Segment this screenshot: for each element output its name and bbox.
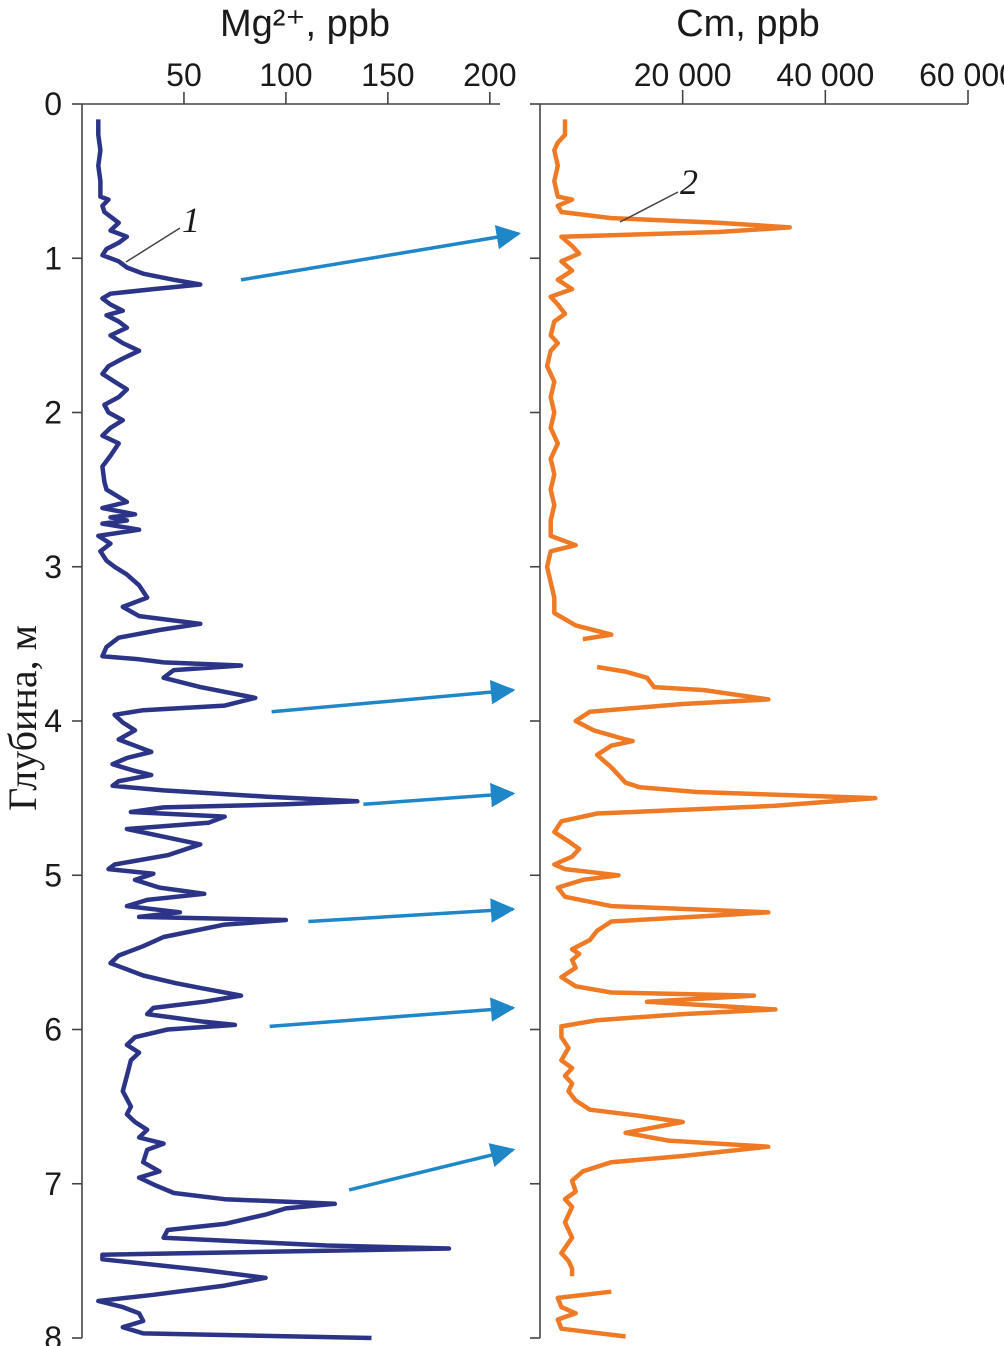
cm-axes xyxy=(530,90,969,1339)
cm-panel: Cm, ppb 20 000 40 000 60 000 2 xyxy=(530,3,1004,1339)
correlation-arrow xyxy=(271,679,516,714)
cm-series-line xyxy=(544,119,792,642)
correlation-arrow xyxy=(240,225,522,282)
correlation-arrows xyxy=(240,225,522,1192)
cm-x-tick-label: 40 000 xyxy=(776,57,874,93)
mg-series-line xyxy=(96,119,452,1341)
mg-x-tick-labels: 50 100 150 200 xyxy=(166,57,516,93)
annotation-1-label: 1 xyxy=(182,200,200,240)
y-tick-label: 8 xyxy=(44,1320,62,1346)
y-tick-labels: 0 1 2 3 4 5 6 7 8 xyxy=(44,86,62,1346)
annotation-1-leader xyxy=(125,227,181,263)
mg-x-tick-label: 100 xyxy=(259,57,312,93)
y-tick-label: 2 xyxy=(44,395,62,431)
y-axis-label: Глубина, м xyxy=(0,625,45,811)
correlation-arrow xyxy=(348,1143,516,1192)
y-tick-label: 7 xyxy=(44,1166,62,1202)
cm-panel-title: Cm, ppb xyxy=(676,3,820,45)
mg-panel-title: Mg²⁺, ppb xyxy=(220,3,390,45)
mg-axes xyxy=(72,92,500,1339)
annotation-2-leader xyxy=(619,191,679,223)
cm-x-tick-label: 60 000 xyxy=(919,57,1004,93)
correlation-arrow xyxy=(363,782,516,808)
y-tick-label: 5 xyxy=(44,857,62,893)
y-tick-label: 4 xyxy=(44,703,62,739)
mg-x-tick-label: 150 xyxy=(361,57,414,93)
cm-series-lines xyxy=(544,119,878,1339)
mg-x-tick-label: 200 xyxy=(463,57,516,93)
cm-x-tick-label: 20 000 xyxy=(634,57,732,93)
correlation-arrow xyxy=(269,997,516,1029)
cm-x-tick-labels: 20 000 40 000 60 000 xyxy=(634,57,1004,93)
cm-series-line xyxy=(555,1289,626,1339)
mg-panel: Mg²⁺, ppb 50 100 150 200 1 xyxy=(72,3,517,1341)
correlation-arrow xyxy=(308,898,516,924)
mg-x-tick-label: 50 xyxy=(166,57,202,93)
y-tick-label: 3 xyxy=(44,549,62,585)
y-tick-label: 6 xyxy=(44,1012,62,1048)
y-tick-label: 1 xyxy=(44,240,62,276)
cm-series-line xyxy=(552,664,878,1277)
annotation-2-label: 2 xyxy=(680,162,698,202)
y-tick-label: 0 xyxy=(44,86,62,122)
